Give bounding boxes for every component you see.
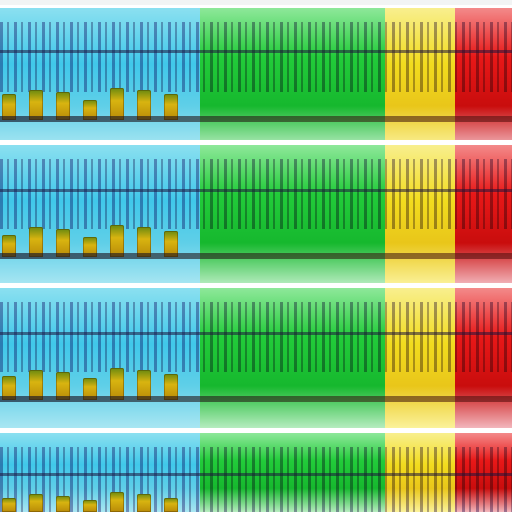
tooth (164, 374, 178, 400)
tooth (83, 500, 97, 512)
tooth (110, 88, 124, 120)
tooth (29, 90, 43, 120)
tooth (2, 376, 16, 400)
green-segment (200, 145, 385, 285)
yellow-segment (385, 288, 455, 428)
band-background (0, 288, 512, 428)
cyan-segment (0, 288, 200, 428)
vertical-stripe-pattern (0, 302, 512, 372)
red-segment (455, 145, 512, 285)
color-band-3 (0, 288, 512, 428)
comb-teeth-row (0, 86, 202, 120)
tooth (2, 235, 16, 257)
cyan-segment (0, 145, 200, 285)
yellow-segment (385, 145, 455, 285)
tooth (2, 498, 16, 512)
tooth (137, 370, 151, 400)
tooth (110, 492, 124, 512)
vertical-stripe-pattern (0, 159, 512, 229)
red-segment (455, 288, 512, 428)
horizontal-rule (0, 473, 512, 476)
tooth (83, 378, 97, 400)
tooth (29, 227, 43, 257)
vertical-stripe-pattern (0, 22, 512, 92)
horizontal-rule (0, 50, 512, 53)
tooth (137, 494, 151, 512)
band-baseline (0, 116, 512, 122)
separator-line (0, 5, 512, 10)
separator-line (0, 283, 512, 288)
red-segment (455, 433, 512, 512)
tooth (164, 498, 178, 512)
red-segment (455, 8, 512, 148)
comb-teeth-row (0, 366, 202, 400)
tooth (110, 225, 124, 257)
yellow-segment (385, 8, 455, 148)
green-segment (200, 8, 385, 148)
yellow-segment (385, 433, 455, 512)
tooth (56, 229, 70, 257)
separator-line (0, 428, 512, 433)
green-segment (200, 288, 385, 428)
tooth (137, 227, 151, 257)
tooth (83, 100, 97, 120)
tooth (56, 92, 70, 120)
band-background (0, 8, 512, 148)
tooth (56, 496, 70, 512)
horizontal-rule (0, 189, 512, 192)
comb-teeth-row (0, 223, 202, 257)
color-band-2 (0, 145, 512, 285)
band-baseline (0, 396, 512, 402)
tooth (2, 94, 16, 120)
horizontal-rule (0, 332, 512, 335)
color-band-1 (0, 8, 512, 148)
color-band-4 (0, 433, 512, 512)
band-background (0, 145, 512, 285)
tooth (29, 370, 43, 400)
cyan-segment (0, 8, 200, 148)
tooth (137, 90, 151, 120)
comb-teeth-row (0, 491, 202, 512)
separator-line (0, 140, 512, 145)
band-baseline (0, 253, 512, 259)
tooth (83, 237, 97, 257)
tooth (56, 372, 70, 400)
tooth (110, 368, 124, 400)
tooth (164, 231, 178, 257)
tooth (164, 94, 178, 120)
tooth (29, 494, 43, 512)
green-segment (200, 433, 385, 512)
